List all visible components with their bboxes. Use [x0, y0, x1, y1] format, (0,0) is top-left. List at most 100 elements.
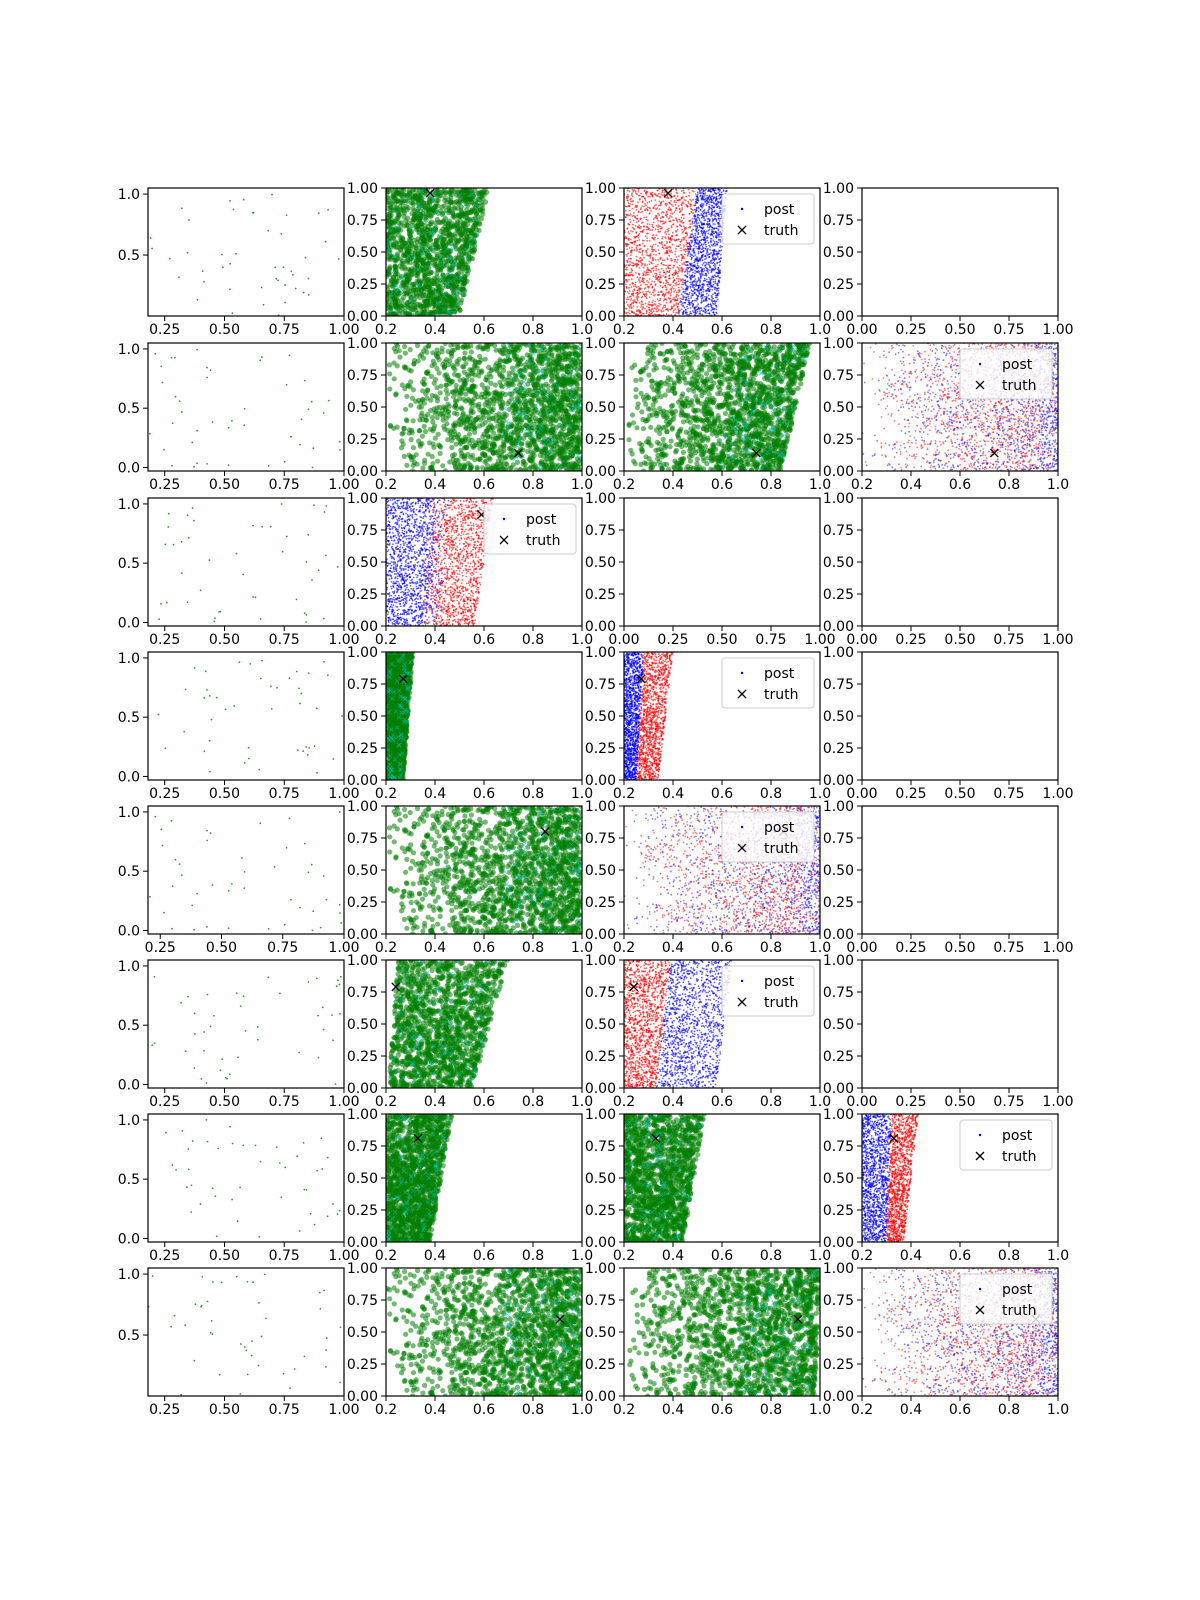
posterior-point — [676, 277, 678, 280]
posterior-point — [683, 229, 686, 232]
posterior-point — [674, 314, 677, 316]
posterior-point — [637, 211, 640, 214]
posterior-point — [663, 294, 666, 297]
posterior-point — [682, 298, 685, 300]
posterior-point — [718, 197, 721, 200]
posterior-point — [694, 269, 696, 272]
posterior-point — [624, 307, 627, 310]
posterior-point — [628, 247, 631, 249]
posterior-point — [427, 206, 433, 212]
posterior-point — [438, 190, 444, 196]
posterior-point — [697, 284, 700, 287]
posterior-point — [655, 310, 658, 313]
posterior-point — [387, 304, 393, 311]
posterior-point — [630, 251, 633, 254]
posterior-point — [637, 220, 640, 223]
posterior-point — [715, 197, 718, 200]
posterior-point — [655, 306, 658, 308]
prior-sample-mark — [448, 242, 454, 247]
prior-sample-mark — [434, 210, 440, 215]
posterior-point — [717, 201, 720, 204]
posterior-point — [671, 243, 674, 246]
posterior-point — [676, 195, 679, 198]
posterior-point — [677, 245, 680, 248]
posterior-point — [689, 234, 692, 237]
posterior-point — [701, 254, 703, 257]
posterior-point — [709, 224, 711, 227]
posterior-point — [712, 283, 715, 286]
posterior-point — [689, 205, 692, 208]
posterior-point — [626, 248, 629, 251]
posterior-point — [638, 232, 641, 235]
posterior-point — [696, 198, 699, 201]
posterior-point — [658, 302, 661, 305]
posterior-point — [640, 264, 643, 267]
prior-sample-mark — [437, 233, 442, 239]
posterior-point — [678, 223, 681, 226]
posterior-point — [644, 263, 646, 266]
posterior-point — [692, 286, 695, 289]
posterior-point — [680, 279, 682, 282]
posterior-point — [650, 210, 652, 212]
posterior-point — [660, 242, 663, 244]
prior-sample-mark — [431, 227, 436, 232]
posterior-point — [628, 312, 631, 315]
posterior-point — [637, 201, 639, 204]
posterior-point — [670, 314, 673, 316]
posterior-point — [646, 208, 649, 211]
posterior-point — [625, 266, 628, 269]
posterior-point — [652, 299, 654, 301]
posterior-point — [682, 201, 684, 204]
posterior-point — [657, 249, 660, 251]
posterior-point — [627, 273, 630, 276]
sample-point — [337, 258, 340, 260]
posterior-point — [697, 229, 700, 232]
posterior-point — [442, 195, 448, 201]
posterior-point — [705, 261, 708, 264]
subplot-r1-c1: 0.2 0.4 0.6 0.8 1.00.000.250.500.751.00 — [347, 336, 593, 493]
posterior-point — [503, 461, 509, 467]
posterior-point — [710, 285, 713, 287]
posterior-point — [710, 262, 712, 264]
posterior-point — [666, 299, 668, 301]
posterior-point — [694, 309, 697, 312]
posterior-point — [635, 255, 638, 258]
posterior-point — [386, 299, 389, 306]
posterior-point — [625, 264, 628, 267]
posterior-point — [661, 246, 664, 249]
posterior-point — [677, 303, 679, 306]
prior-sample-mark — [391, 253, 397, 259]
posterior-point — [705, 215, 707, 217]
posterior-point — [627, 243, 630, 246]
posterior-point — [691, 265, 693, 268]
posterior-point — [708, 228, 711, 231]
posterior-point — [646, 266, 649, 269]
sample-point — [284, 301, 287, 304]
posterior-point — [675, 197, 677, 200]
posterior-point — [716, 206, 719, 209]
posterior-point — [673, 265, 675, 267]
posterior-point — [673, 200, 676, 202]
prior-sample-mark — [447, 256, 453, 262]
y-tick-label: 0.5 — [118, 248, 140, 264]
posterior-point — [694, 234, 697, 237]
posterior-point — [651, 262, 653, 265]
posterior-point — [715, 195, 718, 198]
posterior-point — [425, 261, 431, 267]
prior-sample-mark — [451, 263, 456, 269]
posterior-point — [632, 274, 635, 277]
posterior-point — [689, 270, 692, 272]
posterior-point — [680, 253, 683, 256]
posterior-point — [694, 306, 697, 309]
sample-point — [307, 294, 310, 296]
y-tick-label: 0.50 — [347, 245, 378, 261]
posterior-point — [695, 200, 697, 203]
posterior-point — [679, 243, 682, 246]
sample-point — [191, 441, 194, 444]
posterior-point — [713, 307, 716, 310]
posterior-point — [676, 219, 678, 222]
posterior-point — [695, 207, 698, 210]
posterior-point — [642, 291, 644, 293]
posterior-point — [684, 281, 687, 284]
sample-point — [260, 356, 263, 358]
